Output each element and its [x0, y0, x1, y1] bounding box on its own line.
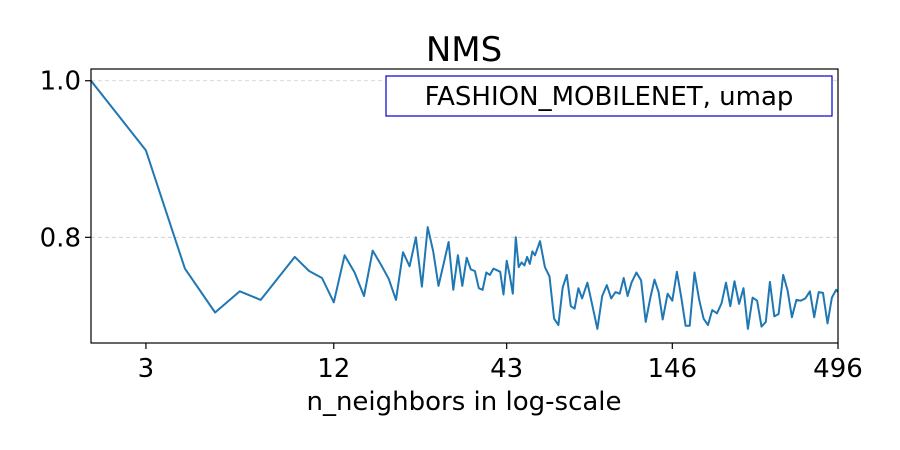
series-line: [90, 80, 839, 330]
y-tick-label: 0.8: [40, 223, 81, 253]
x-axis-ticks: 3 12 43 146 496: [138, 343, 863, 384]
y-tick-label: 1.0: [40, 67, 81, 97]
series-layer: [90, 80, 839, 330]
annotation-box: FASHION_MOBILENET, umap: [385, 75, 833, 117]
x-tick-label: 496: [813, 354, 863, 384]
x-tick-label: 146: [647, 354, 697, 384]
x-tick-label: 12: [317, 354, 350, 384]
x-tick-label: 43: [490, 354, 523, 384]
y-axis-ticks: 1.0 0.8: [40, 67, 91, 253]
x-tick-label: 3: [138, 354, 155, 384]
x-axis-label: n_neighbors in log-scale: [306, 387, 621, 417]
annotation-border: [385, 75, 833, 117]
plot-frame: [90, 68, 839, 344]
chart-title: NMS: [426, 30, 502, 70]
annotation-text: FASHION_MOBILENET, umap: [425, 82, 794, 112]
